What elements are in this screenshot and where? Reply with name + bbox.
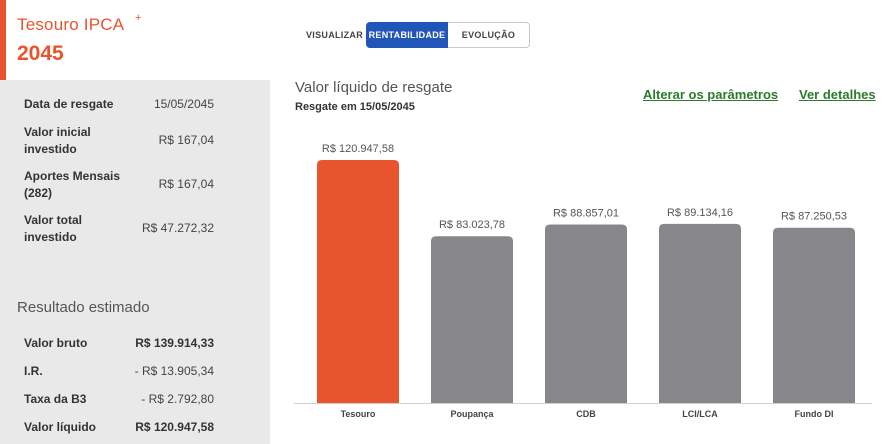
bar-value-label: R$ 88.857,01: [553, 207, 619, 219]
bar-value-label: R$ 83.023,78: [439, 219, 505, 231]
bar-value-label: R$ 120.947,58: [322, 143, 394, 155]
result-value: R$ 120.947,58: [135, 420, 214, 434]
result-label: Taxa da B3: [24, 392, 87, 406]
chart-panel: VISUALIZAR RENTABILIDADE EVOLUÇÃO Valor …: [270, 0, 896, 444]
accent-bar: [0, 0, 6, 80]
bar-poupan-a: [431, 236, 513, 403]
product-name: Tesouro IPCA: [17, 15, 125, 34]
result-label: Valor bruto: [24, 336, 88, 350]
bar-lci-lca: [659, 223, 741, 403]
result-title: Resultado estimado: [17, 299, 150, 316]
x-tick-label: Tesouro: [341, 409, 376, 419]
change-parameters-link[interactable]: Alterar os parâmetros: [643, 87, 779, 102]
result-value: R$ 139.914,33: [135, 336, 214, 350]
summary-label: Data de resgate: [24, 97, 114, 111]
summary-panel: Tesouro IPCA + 2045 Data de resgate 15/0…: [0, 0, 270, 444]
summary-label: Valor inicial investido: [24, 125, 91, 156]
x-tick-label: LCI/LCA: [682, 409, 718, 419]
product-plus-mark: +: [135, 12, 142, 24]
bar-tesouro: [317, 160, 399, 403]
summary-value: R$ 47.272,32: [141, 221, 214, 235]
bar-value-label: R$ 89.134,16: [667, 207, 733, 219]
x-tick-label: Poupança: [450, 409, 494, 419]
result-label: I.R.: [24, 364, 43, 378]
product-year: 2045: [17, 42, 64, 65]
x-tick-label: CDB: [576, 409, 596, 419]
summary-value: R$ 167,04: [158, 133, 214, 147]
summary-label: Aportes Mensais (282): [24, 169, 121, 200]
tab-rentabilidade[interactable]: RENTABILIDADE: [366, 22, 448, 48]
product-header: Tesouro IPCA + 2045: [0, 0, 270, 80]
bar-cdb: [545, 224, 627, 403]
chart-title: Valor líquido de resgate: [295, 79, 453, 96]
summary-value: 15/05/2045: [153, 97, 214, 111]
bar-fundo-di: [773, 227, 855, 403]
bar-value-label: R$ 87.250,53: [781, 211, 847, 223]
summary-value: R$ 167,04: [158, 177, 214, 191]
result-value: - R$ 2.792,80: [141, 392, 214, 406]
bar-chart: R$ 120.947,58 Tesouro R$ 83.023,78 Poupança…: [294, 143, 872, 419]
result-label: Valor líquido: [24, 420, 97, 434]
result-value: - R$ 13.905,34: [134, 364, 214, 378]
x-tick-label: Fundo DI: [795, 409, 834, 419]
view-tabs: VISUALIZAR RENTABILIDADE EVOLUÇÃO: [296, 22, 530, 48]
chart-subtitle: Resgate em 15/05/2045: [295, 101, 415, 113]
view-details-link[interactable]: Ver detalhes: [799, 87, 876, 102]
tab-visualizar: VISUALIZAR: [306, 30, 363, 40]
summary-label: Valor total investido: [24, 213, 83, 244]
tab-evolucao[interactable]: EVOLUÇÃO: [448, 22, 530, 48]
